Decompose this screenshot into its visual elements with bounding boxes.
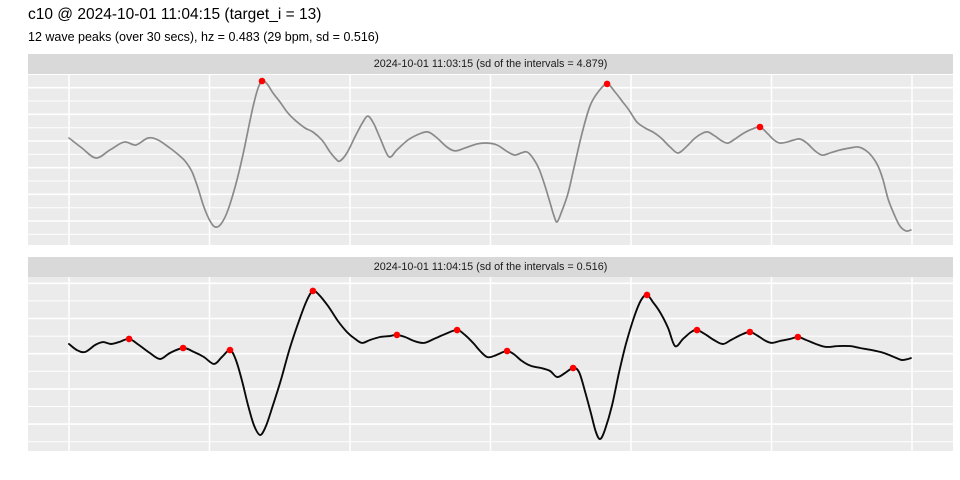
peak-marker <box>693 326 701 334</box>
waveform-chart-1103 <box>28 74 953 245</box>
peak-marker <box>643 291 651 299</box>
peak-marker <box>746 328 754 336</box>
peak-marker <box>603 80 611 88</box>
peak-marker <box>309 287 317 295</box>
peak-marker <box>393 331 401 339</box>
facet-strip-1103: 2024-10-01 11:03:15 (sd of the intervals… <box>28 54 953 74</box>
peak-marker <box>503 347 511 355</box>
peak-marker <box>125 335 133 343</box>
peak-marker <box>453 326 461 334</box>
facet-strip-1104-label: 2024-10-01 11:04:15 (sd of the intervals… <box>373 261 608 273</box>
peak-marker <box>569 364 577 372</box>
peak-marker <box>794 333 802 341</box>
peak-marker <box>756 123 764 131</box>
page-subtitle: 12 wave peaks (over 30 secs), hz = 0.483… <box>28 30 379 44</box>
waveform-line <box>68 79 912 232</box>
waveform-chart-1104 <box>28 277 953 451</box>
waveform-panel-1103 <box>28 74 953 245</box>
facet-strip-1103-label: 2024-10-01 11:03:15 (sd of the intervals… <box>373 58 608 70</box>
peak-marker <box>226 346 234 354</box>
peak-marker <box>179 344 187 352</box>
waveform-panel-1104 <box>28 277 953 451</box>
page-title: c10 @ 2024-10-01 11:04:15 (target_i = 13… <box>28 6 322 23</box>
peak-marker <box>258 77 266 85</box>
facet-strip-1104: 2024-10-01 11:04:15 (sd of the intervals… <box>28 257 953 277</box>
